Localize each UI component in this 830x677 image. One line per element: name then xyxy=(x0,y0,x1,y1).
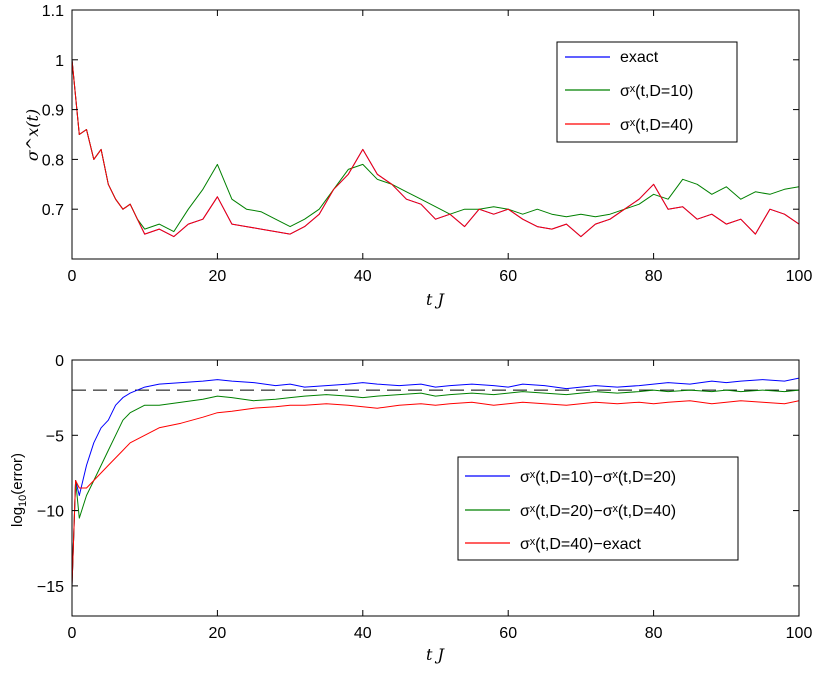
series-line-bottom-0 xyxy=(72,377,799,586)
y-tick-label: 1 xyxy=(55,53,64,70)
series-line-top-2 xyxy=(72,59,799,238)
bottom-plot-area xyxy=(72,377,799,586)
x-tick-label: 100 xyxy=(786,625,813,642)
legend-label-d40-exact: σˣ(t,D=40)−exact xyxy=(520,536,642,553)
top-y-axis-label: σ^x(t) xyxy=(23,109,42,161)
y-tick-label: −10 xyxy=(37,504,64,521)
top-x-axis-label: t J xyxy=(426,290,446,309)
top-panel: 0.7 0.8 0.9 1 1.1 0 20 40 60 80 100 t J σ^x(t) ex… xyxy=(23,3,812,309)
bottom-legend: σˣ(t,D=10)−σˣ(t,D=20) σˣ(t,D=20)−σˣ(t,D=… xyxy=(457,456,739,561)
x-tick-label: 60 xyxy=(499,268,517,285)
legend-label-d10: σˣ(t,D=10) xyxy=(620,83,693,100)
top-axes-frame xyxy=(71,9,800,260)
x-tick-label: 80 xyxy=(645,268,663,285)
x-tick-label: 20 xyxy=(209,625,227,642)
x-tick-label: 40 xyxy=(354,625,372,642)
top-legend-box xyxy=(556,41,738,143)
y-tick-label: 0.8 xyxy=(42,152,64,169)
bottom-x-axis-label: t J xyxy=(426,645,446,664)
bottom-y-ticks: −15 −10 −5 0 xyxy=(37,353,799,596)
y-tick-label: −15 xyxy=(37,579,64,596)
y-tick-label: 0 xyxy=(55,353,64,370)
top-y-ticks: 0.7 0.8 0.9 1 1.1 xyxy=(42,3,799,219)
x-tick-label: 0 xyxy=(68,268,77,285)
y-tick-label: 1.1 xyxy=(42,3,64,20)
x-tick-label: 40 xyxy=(354,268,372,285)
bottom-axes-frame xyxy=(71,359,800,617)
legend-label-d40: σˣ(t,D=40) xyxy=(620,117,693,134)
top-legend: exact σˣ(t,D=10) σˣ(t,D=40) xyxy=(556,41,738,143)
x-tick-label: 100 xyxy=(786,268,813,285)
bottom-panel: −15−10−50 0 20 40 60 80 100 t J log10(error) … xyxy=(9,353,812,664)
bottom-x-ticks: 0 20 40 60 80 100 xyxy=(68,360,813,642)
legend-label-d10-d20: σˣ(t,D=10)−σˣ(t,D=20) xyxy=(520,469,676,486)
x-tick-label: 20 xyxy=(209,268,227,285)
y-tick-label: 0.7 xyxy=(42,202,64,219)
top-plot-area xyxy=(72,59,799,238)
legend-label-exact: exact xyxy=(620,49,659,66)
series-line-bottom-2 xyxy=(72,400,799,586)
x-tick-label: 80 xyxy=(645,625,663,642)
legend-label-d20-d40: σˣ(t,D=20)−σˣ(t,D=40) xyxy=(520,503,676,520)
top-x-ticks: 0 20 40 60 80 100 xyxy=(68,10,813,285)
bottom-y-axis-label: log10(error) xyxy=(9,453,29,527)
x-tick-label: 0 xyxy=(68,625,77,642)
y-tick-label: 0.9 xyxy=(42,103,64,120)
x-tick-label: 60 xyxy=(499,625,517,642)
y-tick-label: −5 xyxy=(46,428,64,445)
series-line-bottom-1 xyxy=(72,389,799,586)
